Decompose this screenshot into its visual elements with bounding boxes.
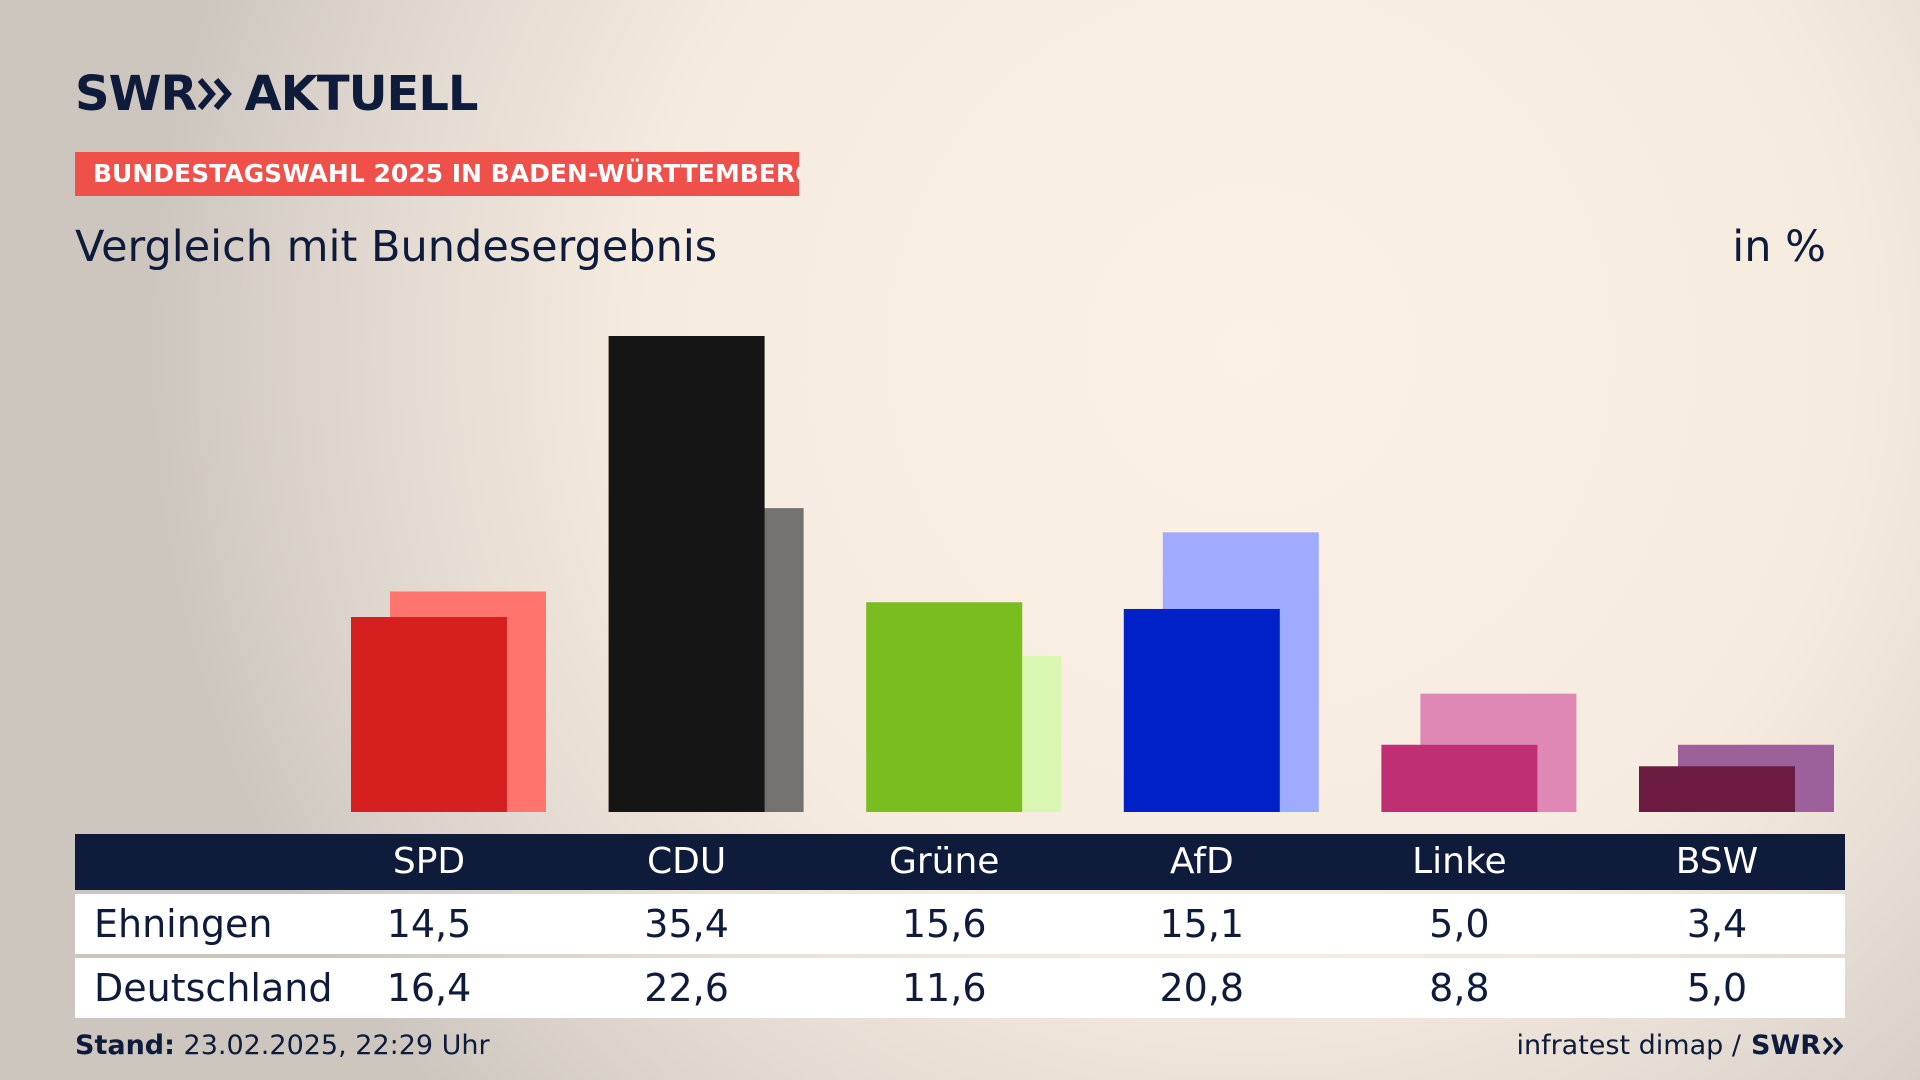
column-header-linke: Linke bbox=[1412, 841, 1507, 882]
chevron-double-right-icon bbox=[1823, 1036, 1844, 1055]
stand-value: 23.02.2025, 22:29 Uhr bbox=[183, 1030, 490, 1061]
value-ehningen-spd: 14,5 bbox=[386, 902, 472, 946]
bar-ehningen-gruene bbox=[866, 602, 1023, 812]
value-ehningen-linke: 5,0 bbox=[1429, 902, 1490, 946]
unit-label: in % bbox=[1732, 222, 1826, 272]
value-deutschland-afd: 20,8 bbox=[1159, 966, 1245, 1010]
swr-logo-text: SWR bbox=[75, 66, 197, 122]
column-header-gruene: Grüne bbox=[888, 841, 1000, 882]
timestamp: Stand: 23.02.2025, 22:29 Uhr bbox=[75, 1030, 490, 1061]
column-header-bsw: BSW bbox=[1675, 841, 1759, 882]
bar-ehningen-linke bbox=[1381, 744, 1538, 812]
value-deutschland-gruene: 11,6 bbox=[901, 966, 987, 1010]
bar-ehningen-spd bbox=[351, 617, 507, 812]
column-header-spd: SPD bbox=[392, 841, 466, 882]
row-label: Deutschland bbox=[94, 966, 333, 1010]
swr-footer-logo-text: SWR bbox=[1750, 1030, 1821, 1061]
bar-ehningen-afd bbox=[1123, 608, 1280, 812]
results-table: SPD CDU Grüne AfD Linke BSW Ehningen 14,5 35,4… bbox=[75, 834, 1845, 1018]
value-ehningen-bsw: 3,4 bbox=[1686, 902, 1748, 946]
source-text: infratest dimap / bbox=[1516, 1030, 1741, 1061]
value-deutschland-cdu: 22,6 bbox=[644, 966, 729, 1010]
row-label: Ehningen bbox=[94, 902, 273, 946]
bar-ehningen-cdu bbox=[608, 336, 765, 812]
bar-chart bbox=[351, 336, 1834, 812]
stand-label: Stand: bbox=[75, 1030, 175, 1061]
value-deutschland-bsw: 5,0 bbox=[1686, 966, 1748, 1010]
column-header-cdu: CDU bbox=[646, 841, 727, 882]
chart-subtitle: Vergleich mit Bundesergebnis bbox=[75, 222, 718, 272]
source-credit: infratest dimap / SWR bbox=[1516, 1030, 1845, 1061]
election-tag: BUNDESTAGSWAHL 2025 IN BADEN-WÜRTTEMBERG bbox=[75, 152, 799, 196]
table-row-ehningen: Ehningen 14,5 35,4 15,6 15,1 5,0 3,4 bbox=[75, 894, 1845, 954]
value-deutschland-spd: 16,4 bbox=[386, 966, 472, 1010]
aktuell-logo-text: AKTUELL bbox=[244, 66, 478, 122]
swr-footer-logo: SWR bbox=[1751, 1030, 1845, 1061]
value-ehningen-cdu: 35,4 bbox=[644, 902, 729, 946]
bar-ehningen-bsw bbox=[1639, 766, 1795, 812]
value-ehningen-gruene: 15,6 bbox=[901, 902, 987, 946]
column-header-afd: AfD bbox=[1169, 841, 1234, 882]
value-deutschland-linke: 8,8 bbox=[1429, 966, 1490, 1010]
value-ehningen-afd: 15,1 bbox=[1159, 902, 1245, 946]
table-row-deutschland: Deutschland 16,4 22,6 11,6 20,8 8,8 5,0 bbox=[75, 958, 1845, 1018]
chevron-double-right-icon bbox=[198, 77, 234, 111]
table-header: SPD CDU Grüne AfD Linke BSW bbox=[75, 834, 1845, 890]
swr-aktuell-logo: SWR AKTUELL bbox=[75, 66, 479, 122]
